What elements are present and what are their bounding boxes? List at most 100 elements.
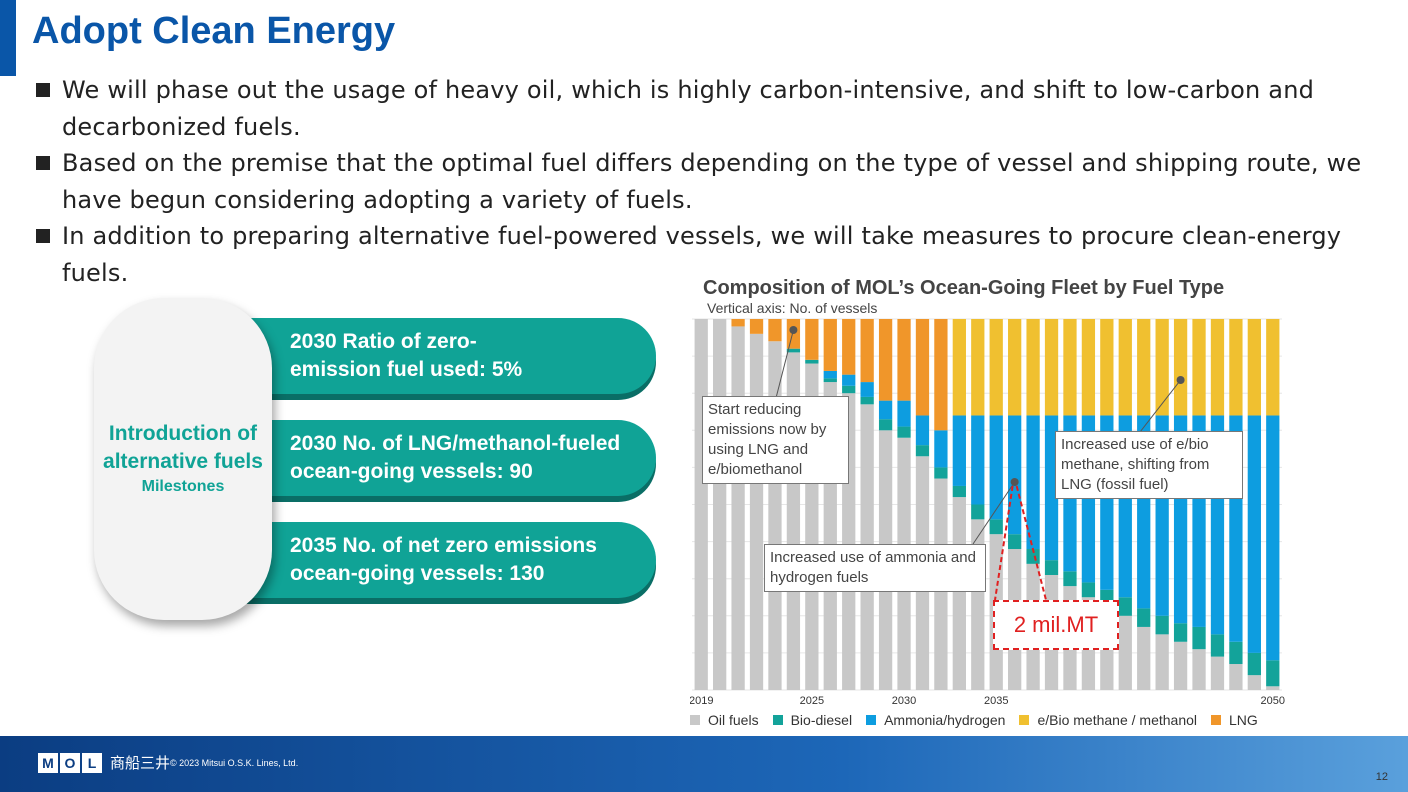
bar-segment-oil-fuels (1173, 641, 1188, 690)
bar-segment-ammonia-hydrogen (1044, 415, 1059, 561)
bar-segment-bio-diesel (1044, 560, 1059, 575)
annotation-lng-start: Start reducing emissions now by using LN… (702, 396, 849, 484)
bar-segment-ammonia-hydrogen (897, 400, 911, 427)
bar-segment-e-bio-methane-methanol (1247, 319, 1261, 416)
x-tick-label: 2035 (984, 695, 1008, 707)
bar-segment-e-bio-methane-methanol (971, 319, 985, 416)
bar-segment-bio-diesel (934, 467, 948, 479)
bar-segment-bio-diesel (1229, 641, 1243, 665)
square-bullet-icon (36, 83, 50, 97)
bar-segment-e-bio-methane-methanol (1118, 319, 1132, 416)
milestones-subheading: Milestones (141, 478, 225, 495)
bar-segment-oil-fuels (713, 319, 727, 690)
bar-segment-oil-fuels (1192, 649, 1206, 690)
bar-segment-ammonia-hydrogen (1266, 415, 1280, 661)
legend-item: Ammonia/hydrogen (866, 712, 1005, 728)
bar-segment-ammonia-hydrogen (1247, 415, 1261, 653)
bar-segment-lng (823, 319, 837, 371)
bar-segment-bio-diesel (823, 378, 837, 383)
title-accent-bar (0, 0, 16, 76)
bar-segment-bio-diesel (878, 419, 893, 431)
bar-segment-ammonia-hydrogen (934, 430, 948, 468)
annotation-text: Increased use of e/bio methane, shifting… (1061, 436, 1210, 493)
square-bullet-icon (36, 229, 50, 243)
chart-y-axis-label: Vertical axis: No. of vessels (707, 300, 878, 316)
page-number: 12 (1375, 771, 1388, 783)
legend-swatch (772, 715, 783, 725)
bar-segment-lng (768, 319, 782, 342)
bar-segment-e-bio-methane-methanol (1044, 319, 1059, 416)
annotation-leader-line (972, 481, 1016, 545)
legend-swatch (1019, 715, 1030, 725)
legend-label: e/Bio methane / methanol (1037, 712, 1198, 728)
logo-japanese-text: 商船三井 (110, 754, 171, 772)
legend-swatch (690, 715, 700, 725)
bar-segment-oil-fuels (1155, 634, 1169, 690)
bar-segment-e-bio-methane-methanol (1229, 319, 1243, 416)
legend-label: LNG (1229, 712, 1258, 728)
annotation-leader-line (775, 329, 794, 399)
x-tick-label: 2025 (800, 695, 824, 707)
bar-segment-oil-fuels (731, 326, 745, 690)
milestone-text: 2030 No. of LNG/methanol-fueled ocean-go… (290, 432, 621, 483)
bullet-item: In addition to preparing alternative fue… (34, 218, 1364, 291)
bar-segment-oil-fuels (1210, 656, 1225, 690)
annotation-text: Start reducing emissions now by using LN… (708, 401, 827, 478)
bar-segment-ammonia-hydrogen (952, 415, 966, 486)
bar-segment-oil-fuels (1118, 615, 1132, 690)
milestone-text: 2030 Ratio of zero-emission fuel used: 5… (290, 330, 523, 381)
bar-segment-bio-diesel (1210, 634, 1225, 657)
annotation-leader-line (1139, 379, 1181, 433)
bar-segment-ammonia-hydrogen (860, 382, 874, 397)
bar-segment-bio-diesel (1063, 571, 1077, 587)
bar-segment-e-bio-methane-methanol (1155, 319, 1169, 416)
square-bullet-icon (36, 156, 50, 170)
bar-segment-bio-diesel (786, 348, 801, 353)
annotation-bio-methane: Increased use of e/bio methane, shifting… (1055, 431, 1243, 499)
logo-letter: L (82, 752, 102, 773)
bar-segment-ammonia-hydrogen (1008, 415, 1022, 535)
bar-segment-e-bio-methane-methanol (1266, 319, 1280, 416)
bar-segment-ammonia-hydrogen (989, 415, 1003, 520)
annotation-text: Increased use of ammonia and hydrogen fu… (770, 549, 976, 586)
milestones-heading-card: Introduction of alternative fuels Milest… (94, 298, 272, 620)
copyright-text: © 2023 Mitsui O.S.K. Lines, Ltd. (170, 758, 299, 768)
x-tick-label: 2050 (1261, 695, 1285, 707)
annotation-dot (1010, 478, 1019, 486)
bar-segment-bio-diesel (805, 359, 819, 364)
annotation-ammonia: Increased use of ammonia and hydrogen fu… (764, 544, 986, 592)
legend-item: Oil fuels (690, 712, 759, 728)
bar-segment-oil-fuels (1247, 675, 1261, 690)
stacked-bar-chart: 2019 2025 2030 2035 2050 (690, 318, 1285, 707)
callout-dashed-line (1015, 485, 1047, 601)
bar-segment-ammonia-hydrogen (842, 374, 856, 386)
logo-letter: M (38, 752, 58, 773)
bullet-item: Based on the premise that the optimal fu… (34, 145, 1364, 218)
bar-segment-bio-diesel (1118, 597, 1132, 616)
bar-segment-ammonia-hydrogen (915, 415, 930, 446)
bar-segment-ammonia-hydrogen (971, 415, 985, 505)
bar-segment-bio-diesel (1081, 582, 1096, 598)
bar-segment-e-bio-methane-methanol (1137, 319, 1151, 416)
bar-segment-ammonia-hydrogen (878, 400, 893, 420)
bar-segment-bio-diesel (1173, 623, 1188, 642)
bar-segment-oil-fuels (1266, 686, 1280, 690)
bar-segment-oil-fuels (768, 341, 782, 690)
bar-segment-e-bio-methane-methanol (1192, 319, 1206, 416)
x-tick-label: 2019 (690, 695, 713, 707)
bar-segment-e-bio-methane-methanol (1008, 319, 1022, 416)
bar-segment-lng (897, 319, 911, 401)
legend-swatch (866, 715, 877, 725)
bar-segment-bio-diesel (1008, 534, 1022, 550)
legend-item: LNG (1211, 712, 1258, 728)
bar-segment-bio-diesel (1266, 660, 1280, 687)
bar-segment-e-bio-methane-methanol (1026, 319, 1040, 416)
bar-segment-lng (731, 319, 745, 327)
bar-segment-bio-diesel (1247, 652, 1261, 676)
bar-segment-lng (915, 319, 930, 416)
bar-segment-bio-diesel (952, 485, 966, 498)
legend-label: Bio-diesel (790, 712, 853, 728)
bar-segment-lng (878, 319, 893, 401)
bar-segment-lng (934, 319, 948, 431)
legend-swatch (1211, 715, 1222, 725)
